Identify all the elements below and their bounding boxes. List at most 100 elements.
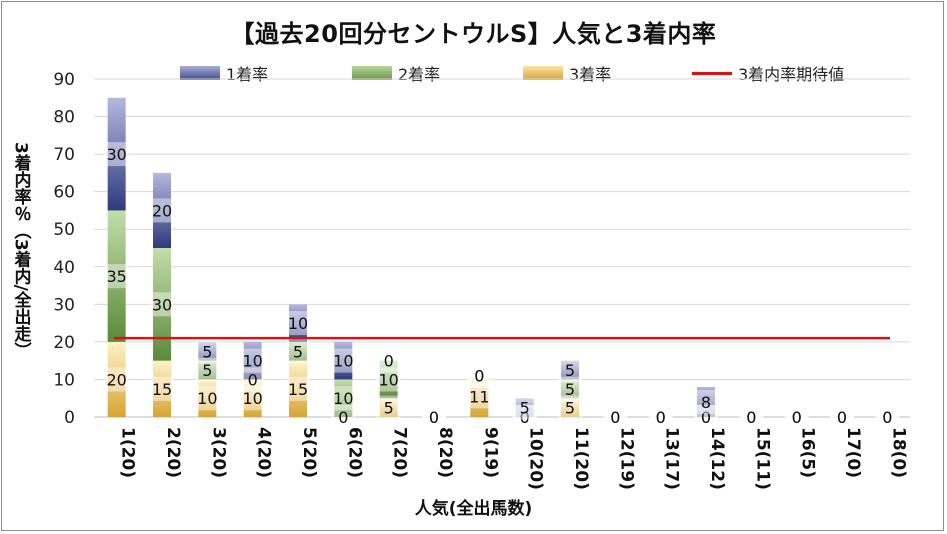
bar-segment-third: [107, 341, 126, 417]
data-label-third: 10: [197, 389, 217, 408]
bar-segment-win: [153, 172, 171, 248]
data-label-bg: [558, 376, 582, 401]
data-label-bg: [648, 405, 673, 429]
data-label-second: 5: [565, 380, 575, 399]
data-label-bg: [104, 367, 129, 392]
bar-segment-second: [107, 210, 126, 342]
data-label-bg: [240, 386, 265, 411]
data-label-bg: [694, 405, 718, 429]
data-label-second: 0: [248, 370, 258, 389]
data-label-bg: [104, 142, 129, 167]
data-label-second: 0: [701, 408, 711, 427]
data-label-bg: [376, 395, 401, 420]
data-label-win: 20: [152, 201, 172, 220]
data-label-third: 0: [792, 408, 802, 427]
data-label-win: 30: [106, 145, 126, 164]
data-label-bg: [376, 348, 401, 373]
data-label-second: 0: [520, 408, 530, 427]
bar-segment-win: [243, 341, 262, 380]
data-label-bg: [150, 292, 174, 317]
data-label-bg: [512, 405, 537, 429]
data-label-win: 0: [792, 408, 802, 427]
data-label-second: 35: [106, 267, 126, 286]
x-tick-label: 5(20): [299, 427, 319, 478]
data-label-bg: [558, 358, 582, 383]
x-tick-label: 16(5): [798, 427, 818, 478]
data-label-bg: [603, 405, 628, 429]
data-label-win: 0: [882, 408, 892, 427]
data-label-bg: [603, 405, 628, 429]
data-label-second: 5: [202, 361, 212, 380]
y-axis-label: 3着内率％（3着内/全出走）: [10, 141, 31, 359]
data-label-third: 0: [610, 408, 620, 427]
data-label-second: 0: [882, 408, 892, 427]
data-label-third: 10: [242, 389, 262, 408]
data-label-third: 0: [656, 408, 666, 427]
x-tick-label: 10(20): [526, 427, 546, 490]
y-tick-label: 70: [53, 145, 75, 165]
data-label-bg: [603, 405, 628, 429]
bar-segment-win: [198, 341, 217, 361]
data-label-third: 15: [152, 380, 172, 399]
data-label-second: 0: [656, 408, 666, 427]
data-label-third: 0: [429, 408, 439, 427]
data-label-bg: [331, 405, 356, 429]
data-label-win: 0: [384, 352, 394, 371]
data-label-win: 0: [837, 408, 847, 427]
x-tick-label: 11(20): [571, 427, 591, 490]
x-tick-label: 14(12): [707, 427, 727, 490]
data-label-win: 0: [429, 408, 439, 427]
data-label-bg: [376, 367, 401, 392]
bar-segment-win: [334, 341, 353, 380]
data-label-bg: [739, 405, 764, 429]
data-label-second: 10: [333, 389, 353, 408]
x-tick-label: 15(11): [752, 427, 772, 490]
data-label-win: 0: [656, 408, 666, 427]
data-label-bg: [331, 348, 356, 373]
data-label-bg: [830, 405, 854, 429]
data-label-win: 5: [565, 361, 575, 380]
data-label-bg: [195, 358, 220, 383]
data-label-bg: [784, 405, 809, 429]
data-label-win: 5: [520, 399, 530, 418]
data-label-bg: [648, 405, 673, 429]
data-label-third: 20: [106, 370, 126, 389]
y-tick-label: 60: [53, 183, 75, 203]
data-label-bg: [467, 363, 492, 388]
x-tick-label: 18(0): [888, 427, 908, 478]
data-label-bg: [286, 311, 310, 336]
data-label-third: 15: [288, 380, 308, 399]
data-label-third: 0: [746, 408, 756, 427]
data-label-second: 30: [152, 295, 172, 314]
data-label-win: 10: [242, 352, 262, 371]
x-tick-label: 12(19): [616, 427, 636, 490]
data-label-bg: [286, 339, 310, 364]
data-label-bg: [467, 384, 492, 409]
x-tick-label: 1(20): [118, 427, 138, 478]
bar-segment-second: [289, 341, 307, 361]
bar-segment-third: [153, 360, 171, 417]
chart-title: 【過去20回分セントウルS】人気と3着内率: [230, 20, 717, 48]
data-label-bg: [739, 405, 764, 429]
x-tick-label: 6(20): [344, 427, 364, 478]
data-label-third: 5: [384, 399, 394, 418]
data-label-bg: [422, 405, 446, 429]
bar-segment-win: [515, 398, 534, 417]
y-tick-label: 30: [53, 295, 75, 315]
x-tick-label: 2(20): [163, 427, 183, 478]
data-label-bg: [286, 376, 310, 401]
bar-segment-second: [379, 360, 398, 399]
data-label-bg: [694, 405, 718, 429]
legend-swatch-second: [352, 66, 392, 80]
x-tick-label: 17(0): [843, 427, 863, 478]
data-label-win: 5: [202, 342, 212, 361]
data-label-bg: [150, 198, 174, 223]
bar-segment-third: [243, 379, 262, 417]
data-label-win: 0: [610, 408, 620, 427]
data-label-bg: [331, 386, 356, 411]
bar-segment-second: [561, 379, 579, 399]
data-label-bg: [195, 386, 220, 411]
data-label-second: 0: [792, 408, 802, 427]
data-label-bg: [240, 348, 265, 373]
